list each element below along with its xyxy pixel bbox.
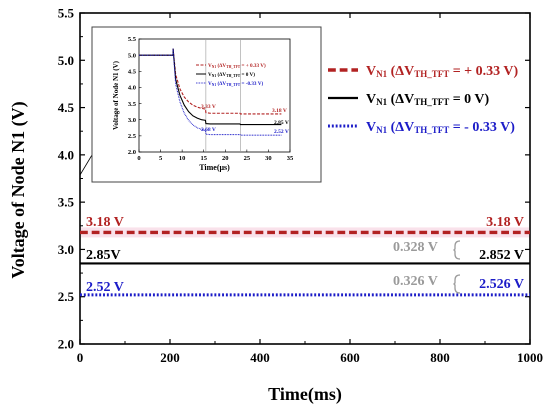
annotation-diff-lower: 0.326 V <box>393 274 438 289</box>
legend-label-1: VN1 (ΔVTH_TFT = 0 V) <box>366 92 490 107</box>
y-tick-label: 2.5 <box>58 289 75 304</box>
annotation-left-blue: 2.52 V <box>86 280 124 295</box>
x-tick-label: 0 <box>77 350 84 365</box>
inset-x-tick-label: 5 <box>159 155 163 162</box>
inset-x-tick-label: 10 <box>179 155 186 162</box>
inset-pointer-line <box>79 154 93 176</box>
y-tick-label: 4.5 <box>58 100 75 115</box>
main-axis-ticks: 0 200 400 600 800 10002.02.53.03.54.04.55.05.… <box>58 6 543 366</box>
inset-y-tick-label: 3.0 <box>128 117 136 124</box>
x-tick-label: 400 <box>250 350 270 365</box>
y-tick-label: 3.5 <box>58 195 75 210</box>
legend: VN1 (ΔVTH_TFT = + 0.33 V) VN1 (ΔVTH_TFT =… <box>328 64 519 135</box>
inset-chart: 0 5 10 15 20 25 30 35 2.0 2.5 3.0 3.5 4.0 4.5 5.0 5.5 Ti… <box>112 36 294 172</box>
annotation-diff-upper: 0.328 V <box>393 240 438 255</box>
inset-y-tick-label: 2.5 <box>128 133 137 140</box>
legend-label-0: VN1 (ΔVTH_TFT = + 0.33 V) <box>366 64 519 79</box>
inset-x-tick-label: 20 <box>222 155 229 162</box>
inset-x-tick-label: 30 <box>265 155 272 162</box>
inset-x-tick-label: 35 <box>287 155 294 162</box>
diff-lower-brace <box>453 274 461 294</box>
inset-y-tick-label: 2.0 <box>128 149 136 156</box>
inset-x-axis-title: Time(μs) <box>199 163 230 172</box>
inset-x-tick-label: 25 <box>244 155 251 162</box>
inset-y-tick-label: 3.5 <box>128 101 137 108</box>
inset-legend-label-1: VN1 (ΔVTH_TFT = 0 V) <box>208 71 255 78</box>
y-tick-label: 5.0 <box>58 53 74 68</box>
main-series-layer <box>80 227 530 297</box>
inset-label-black-right: 2.85 V <box>274 120 289 126</box>
inset-y-tick-label: 5.0 <box>128 52 136 59</box>
y-tick-label: 5.5 <box>58 6 75 21</box>
inset-legend-label-2: VN1 (ΔVTH_TFT = -0.33 V) <box>208 80 263 87</box>
inset-series-line-2 <box>139 48 282 136</box>
y-axis-title: Voltage of Node N1 (V) <box>8 101 29 278</box>
inset-box <box>91 26 322 183</box>
annotation-right-blue: 2.526 V <box>479 277 524 292</box>
x-axis-title: Time(ms) <box>268 384 342 405</box>
y-tick-label: 4.0 <box>58 147 74 162</box>
x-tick-label: 200 <box>160 350 180 365</box>
annotation-left-black: 2.85V <box>86 248 121 263</box>
inset-x-tick-label: 15 <box>200 155 207 162</box>
inset-legend-label-0: VN1 (ΔVTH_TFT = + 0.33 V) <box>208 62 266 69</box>
x-tick-label: 1000 <box>517 350 543 365</box>
inset-plot-frame <box>138 38 291 153</box>
inset-label-blue-left: 2.68 V <box>201 127 216 133</box>
inset-y-axis-title: Voltage of Node N1 (V) <box>112 60 120 130</box>
x-tick-label: 800 <box>430 350 450 365</box>
annotation-left-red: 3.18 V <box>86 215 124 230</box>
y-tick-label: 2.0 <box>58 337 74 352</box>
annotation-right-black: 2.852 V <box>479 248 524 263</box>
inset-label-red-left: 3.33 V <box>201 104 216 110</box>
inset-label-blue-right: 2.52 V <box>274 129 289 135</box>
y-tick-label: 3.0 <box>58 242 74 257</box>
inset-y-tick-label: 4.5 <box>128 68 137 75</box>
inset-y-tick-label: 5.5 <box>128 36 137 43</box>
inset-series-line-0 <box>139 48 282 115</box>
x-tick-label: 600 <box>340 350 360 365</box>
inset-x-tick-label: 0 <box>137 155 140 162</box>
diff-upper-brace <box>453 240 461 260</box>
inset-y-tick-label: 4.0 <box>128 85 136 92</box>
inset-label-red-right: 3.18 V <box>272 108 287 114</box>
annotation-right-red: 3.18 V <box>486 215 524 230</box>
legend-label-2: VN1 (ΔVTH_TFT = - 0.33 V) <box>366 120 515 135</box>
